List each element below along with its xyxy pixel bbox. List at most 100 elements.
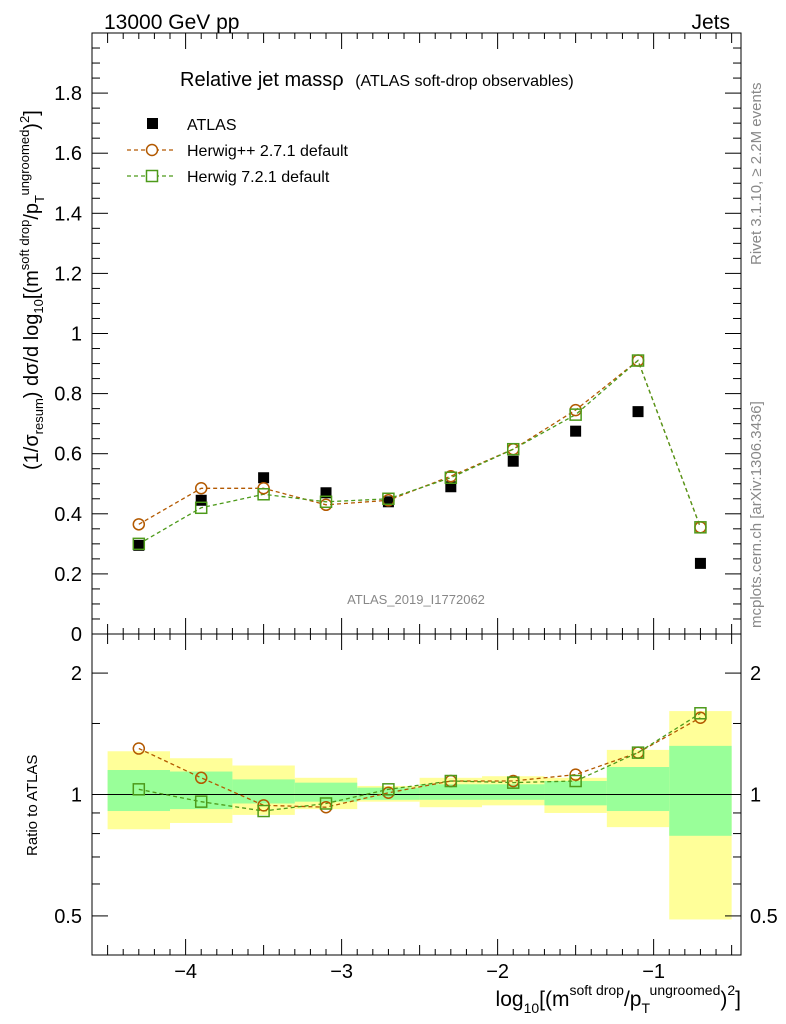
- herwigpp-point: [506, 442, 520, 456]
- herwig7-ratio-point: [569, 774, 582, 788]
- inner-band-bin: [669, 745, 732, 836]
- atlas-data-point: [632, 406, 644, 418]
- herwig7-point: [444, 471, 458, 484]
- herwig7-ratio-point: [631, 746, 645, 759]
- herwig7-point: [694, 521, 707, 534]
- legend-marker-herwigpp: [145, 143, 159, 157]
- mcplots-label: mcplots.cern.ch [arXiv:1306.3436]: [748, 401, 765, 628]
- inner-band-bin: [606, 766, 670, 812]
- herwigpp-point: [194, 482, 208, 495]
- main-y-tick-label: 1.6: [54, 143, 82, 165]
- ratio-y-tick-label: 0.5: [54, 906, 82, 928]
- atlas-data-point: [382, 496, 394, 508]
- ratio-bands: [92, 711, 741, 920]
- herwig7-point: [506, 442, 520, 456]
- rivet-info-label: Rivet 3.1.10, ≥ 2.2M events: [748, 83, 765, 266]
- analysis-id-label: ATLAS_2019_I1772062: [347, 592, 485, 607]
- herwig7-point: [132, 537, 146, 551]
- plot-title: Relative jet massρ (ATLAS soft-drop obse…: [180, 69, 574, 91]
- herwigpp-ratio-line: [138, 717, 701, 808]
- ratio-y-tick-label: 1: [71, 785, 82, 807]
- legend-marker-herwig7: [145, 169, 159, 183]
- ratio-y-tick-label-right: 2: [750, 663, 761, 685]
- herwig7-ratio-point: [382, 783, 395, 796]
- herwigpp-ratio-point: [382, 786, 395, 800]
- main-y-tick-label: 1.2: [54, 263, 82, 285]
- legend: ATLAS Herwig++ 2.7.1 default Herwig 7.2.…: [127, 117, 349, 186]
- x-axis-label: log10[(msoft drop/pTungroomed)2]: [496, 982, 741, 1016]
- atlas-data-point: [195, 494, 207, 506]
- inner-band-bin: [170, 771, 233, 810]
- x-tick-label: −3: [330, 961, 353, 983]
- herwigpp-ratio-point: [194, 771, 208, 785]
- inner-band-bin: [482, 784, 545, 800]
- atlas-data-point: [320, 487, 332, 499]
- herwigpp-ratio-point: [631, 746, 645, 759]
- main-y-tick-label: 0.8: [54, 384, 82, 406]
- x-tick-label: −1: [642, 961, 665, 983]
- collision-label: 13000 GeV pp: [104, 11, 239, 34]
- herwig7-ratio-point: [319, 797, 333, 810]
- plot-title-sub: (ATLAS soft-drop observables): [355, 73, 573, 90]
- main-y-tick-label: 1: [71, 324, 82, 346]
- main-y-tick-label: 0.6: [54, 444, 82, 466]
- herwig7-point: [631, 354, 645, 367]
- main-y-tick-label: 0.2: [54, 564, 82, 586]
- herwigpp-ratio-point: [319, 800, 333, 814]
- ratio-y-axis-label: Ratio to ATLAS: [24, 755, 41, 856]
- herwigpp-point: [694, 521, 707, 534]
- herwigpp-line: [138, 359, 702, 528]
- herwig7-ratio-point: [444, 774, 458, 788]
- x-tick-labels: −4 −3 −2 −1: [174, 961, 665, 983]
- herwigpp-point: [631, 354, 645, 367]
- main-y-tick-label: 0.4: [54, 504, 82, 526]
- main-y-tick-labels: 0 0.2 0.4 0.6 0.8 1 1.2 1.4 1.6 1.8: [54, 83, 82, 646]
- atlas-data-point: [445, 481, 457, 493]
- main-series: [132, 354, 707, 569]
- herwig7-point: [382, 492, 395, 506]
- x-tick-label: −2: [486, 961, 509, 983]
- atlas-data-point: [133, 539, 145, 551]
- inner-band-bin: [294, 782, 358, 802]
- ratio-y-tick-labels: 0.5 1 2: [54, 663, 82, 928]
- herwig7-ratio-point: [132, 783, 146, 796]
- atlas-data-point: [507, 455, 519, 467]
- inner-band-bin: [107, 770, 171, 812]
- herwigpp-point: [132, 518, 146, 531]
- herwig7-ratio-point: [506, 776, 520, 789]
- herwigpp-point: [569, 403, 582, 417]
- process-label: Jets: [691, 11, 730, 34]
- main-y-tick-label: 0: [71, 624, 82, 646]
- axis-ticks: [91, 32, 741, 956]
- ratio-y-tick-label-right: 0.5: [750, 906, 778, 928]
- ratio-y-tick-label: 2: [71, 663, 82, 685]
- herwig7-line: [138, 359, 702, 545]
- inner-band-bin: [419, 784, 483, 800]
- main-y-tick-label: 1.4: [54, 203, 82, 225]
- herwigpp-ratio-point: [132, 742, 146, 755]
- legend-label-herwig7: Herwig 7.2.1 default: [187, 169, 330, 186]
- atlas-data-point: [258, 472, 270, 484]
- atlas-data-point: [694, 557, 706, 569]
- herwig7-ratio-point: [194, 795, 208, 808]
- ratio-y-tick-label-right: 1: [750, 785, 761, 807]
- main-y-axis-label: (1/σresum) dσ/d log10[(msoft drop/pTungr…: [17, 110, 47, 470]
- legend-label-herwigpp: Herwig++ 2.7.1 default: [187, 143, 349, 160]
- herwigpp-ratio-point: [444, 774, 458, 788]
- herwigpp-ratio-point: [694, 711, 707, 724]
- herwig7-point: [569, 408, 582, 421]
- herwig7-ratio-point: [694, 707, 707, 720]
- herwig7-point: [319, 495, 333, 509]
- herwig7-point: [257, 488, 270, 501]
- inner-band-bin: [544, 781, 607, 806]
- herwigpp-point: [319, 498, 333, 512]
- x-tick-label: −4: [174, 961, 197, 983]
- herwigpp-ratio-point: [569, 768, 582, 781]
- atlas-data-point: [570, 425, 582, 437]
- herwig7-ratio-point: [257, 804, 270, 818]
- herwig7-point: [194, 501, 208, 515]
- ratio-y-tick-labels-right: 0.5 1 2: [750, 663, 778, 928]
- plot-title-main: Relative jet massρ: [180, 69, 344, 91]
- main-y-tick-label: 1.8: [54, 83, 82, 105]
